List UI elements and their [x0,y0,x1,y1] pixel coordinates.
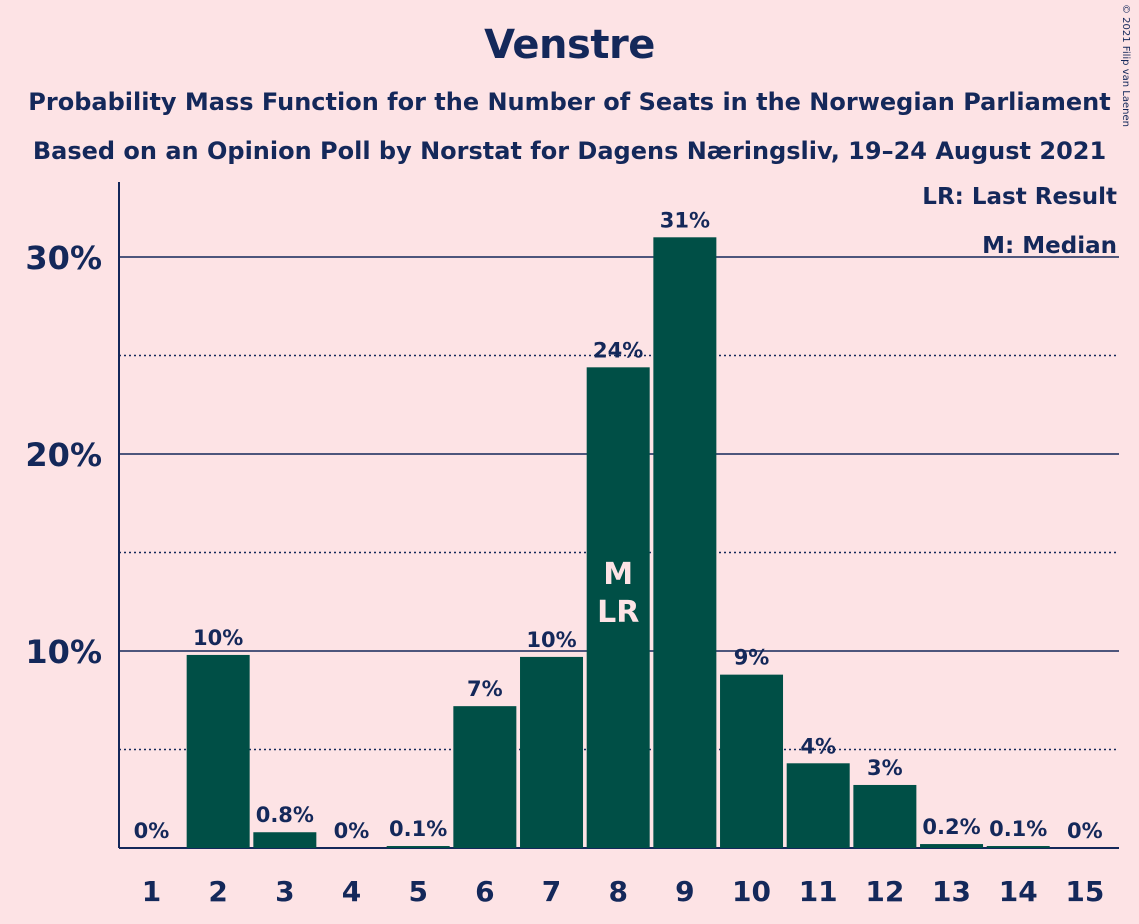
x-tick-label: 14 [999,875,1038,908]
legend-last-result: LR: Last Result [922,184,1117,210]
y-tick-label: 20% [25,436,102,474]
data-label: 0% [1067,819,1103,843]
y-tick-label: 10% [25,633,102,671]
bar [386,846,450,848]
x-tick-label: 8 [608,875,627,908]
x-tick-label: 3 [275,875,294,908]
x-tick-label: 7 [542,875,561,908]
data-label: 24% [593,338,643,362]
bar [453,706,517,848]
bar-marker-label: M [603,557,633,592]
chart-title: Venstre [484,22,655,68]
x-tick-label: 12 [865,875,904,908]
data-label: 7% [467,677,503,701]
x-tick-label: 11 [799,875,838,908]
data-label: 9% [734,646,770,670]
x-tick-label: 4 [342,875,361,908]
x-tick-label: 1 [142,875,161,908]
x-tick-label: 9 [675,875,694,908]
data-label: 3% [867,756,903,780]
bar [186,654,250,848]
chart-subtitle-line-2: Based on an Opinion Poll by Norstat for … [32,137,1107,165]
x-tick-label: 5 [408,875,427,908]
bar [253,832,317,848]
data-label: 0.8% [256,803,314,827]
data-label: 0% [334,819,370,843]
data-label: 10% [193,626,243,650]
data-label: 0.1% [389,817,447,841]
bar-marker-label: LR [597,595,639,630]
bar [920,844,984,848]
bar [786,763,850,848]
bar [520,656,584,848]
data-label: 4% [800,734,836,758]
x-tick-label: 6 [475,875,494,908]
x-tick-label: 10 [732,875,771,908]
x-tick-label: 15 [1065,875,1104,908]
chart-subtitle-line-1: Probability Mass Function for the Number… [28,88,1111,116]
data-label: 31% [660,208,710,232]
x-tick-label: 2 [208,875,227,908]
bar [986,846,1050,848]
x-tick-label: 13 [932,875,971,908]
bar [853,784,917,848]
data-label: 0% [134,819,170,843]
data-label: 0.2% [922,815,980,839]
data-label: 10% [526,628,576,652]
bar [720,674,784,848]
bar [586,367,650,848]
data-label: 0.1% [989,817,1047,841]
bar [653,237,717,849]
y-tick-label: 30% [25,239,102,277]
legend-median: M: Median [982,233,1117,259]
